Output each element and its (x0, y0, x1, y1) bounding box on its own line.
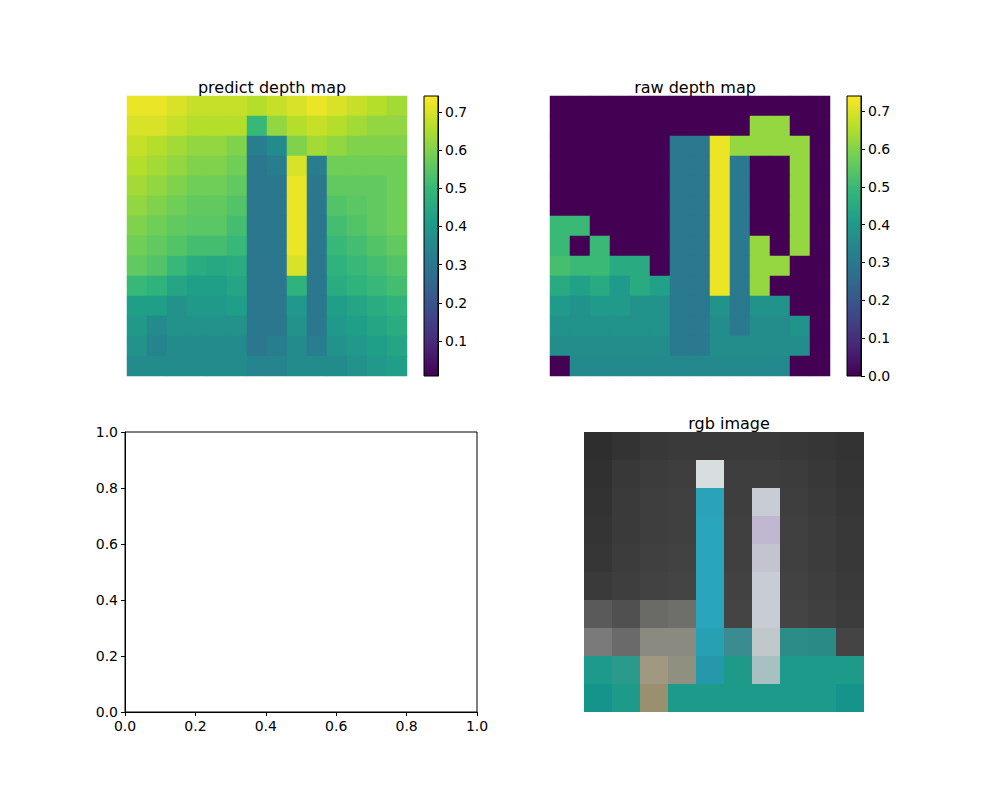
svg-text:0.4: 0.4 (445, 218, 467, 234)
svg-text:0.6: 0.6 (868, 141, 890, 157)
svg-text:0.2: 0.2 (445, 295, 467, 311)
svg-text:0.5: 0.5 (445, 180, 467, 196)
svg-text:0.6: 0.6 (325, 718, 347, 734)
svg-text:0.5: 0.5 (868, 179, 890, 195)
svg-text:0.3: 0.3 (445, 257, 467, 273)
svg-text:1.0: 1.0 (96, 424, 118, 440)
svg-text:0.4: 0.4 (96, 592, 118, 608)
svg-text:0.2: 0.2 (184, 718, 206, 734)
svg-text:0.7: 0.7 (868, 103, 890, 119)
svg-text:0.2: 0.2 (96, 648, 118, 664)
svg-text:1.0: 1.0 (466, 718, 488, 734)
svg-text:rgb image: rgb image (688, 414, 770, 433)
svg-text:0.6: 0.6 (445, 142, 467, 158)
svg-text:0.7: 0.7 (445, 104, 467, 120)
svg-text:0.8: 0.8 (395, 718, 417, 734)
svg-text:0.4: 0.4 (255, 718, 277, 734)
svg-text:0.2: 0.2 (868, 292, 890, 308)
svg-text:0.0: 0.0 (868, 368, 890, 384)
svg-text:0.0: 0.0 (95, 704, 118, 720)
svg-text:0.3: 0.3 (868, 254, 890, 270)
svg-text:0.1: 0.1 (445, 333, 467, 349)
svg-text:0.1: 0.1 (868, 330, 890, 346)
svg-text:0.0: 0.0 (114, 718, 136, 734)
svg-text:raw depth map: raw depth map (634, 78, 756, 97)
svg-text:0.8: 0.8 (96, 480, 118, 496)
svg-text:0.6: 0.6 (96, 536, 118, 552)
svg-text:0.4: 0.4 (868, 217, 890, 233)
svg-text:predict depth map: predict depth map (198, 78, 346, 97)
